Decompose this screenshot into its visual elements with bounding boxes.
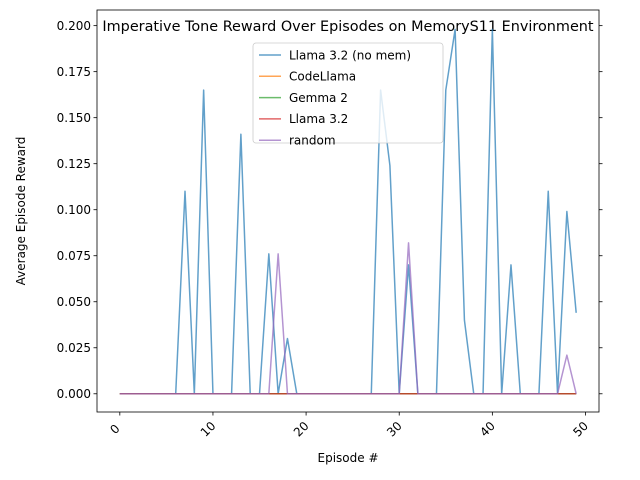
- y-tick-label: 0.125: [57, 157, 91, 171]
- y-axis-label: Average Episode Reward: [14, 137, 28, 286]
- plot-frame: [96, 9, 600, 413]
- series-line-random: [119, 242, 577, 395]
- y-tick-label: 0.075: [57, 249, 91, 263]
- legend: Llama 3.2 (no mem) CodeLlama Gemma 2 Llama …: [252, 42, 444, 148]
- legend-label: random: [289, 134, 336, 148]
- y-tick-label: 0.200: [57, 19, 91, 33]
- y-axis: 0.000 0.025 0.050 0.075 0.100 0.125 0.150 0.175…: [57, 19, 603, 401]
- chart-title: Imperative Tone Reward Over Episodes on …: [102, 19, 593, 35]
- y-tick-label: 0.175: [57, 65, 91, 79]
- y-tick-label: 0.025: [57, 341, 91, 355]
- y-tick-label: 0.050: [57, 295, 91, 309]
- legend-label: Llama 3.2 (no mem): [289, 48, 411, 62]
- series-lines: [119, 28, 577, 395]
- legend-label: Gemma 2: [289, 91, 348, 105]
- y-tick-label: 0.000: [57, 387, 91, 401]
- legend-label: CodeLlama: [289, 70, 356, 84]
- legend-label: Llama 3.2: [289, 112, 348, 126]
- y-tick-label: 0.100: [57, 203, 91, 217]
- legend-box: [252, 42, 444, 144]
- x-axis-label: Episode #: [318, 451, 379, 465]
- y-tick-label: 0.150: [57, 111, 91, 125]
